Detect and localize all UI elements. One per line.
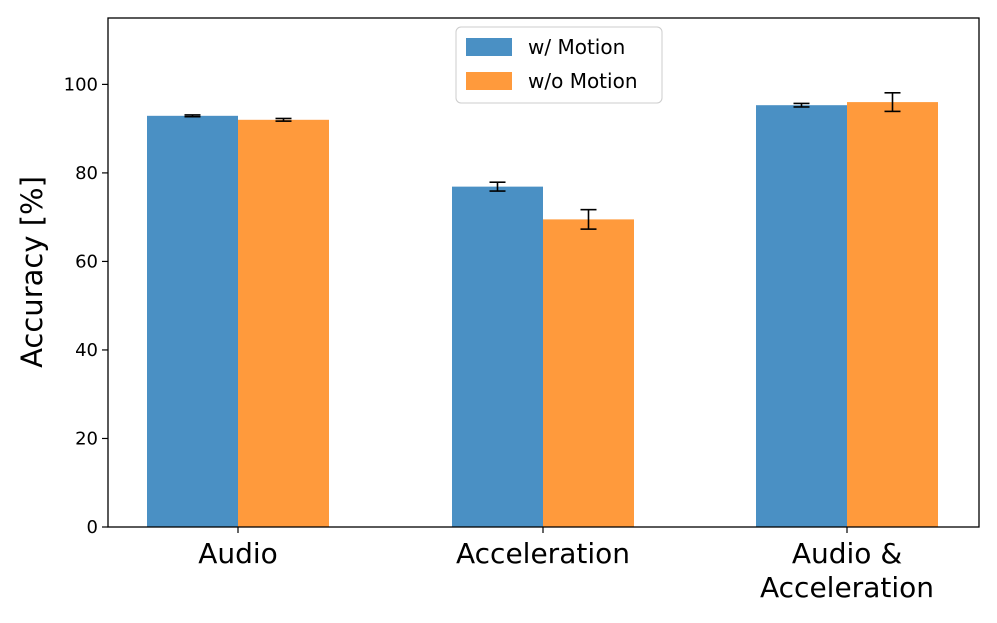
y-tick-label: 20 [75,428,98,449]
bar-without-motion-0 [238,119,329,528]
bar-with-motion-2 [756,105,847,528]
bars-layer [147,102,938,528]
legend: w/ Motion w/o Motion [455,26,663,104]
bar-with-motion-0 [147,115,238,527]
y-tick-label: 80 [75,163,98,184]
bar-without-motion-2 [847,102,938,528]
x-tick-label: Acceleration [456,537,630,570]
errorbars-layer [184,92,901,230]
bar-with-motion-1 [452,186,543,527]
y-tick-label: 40 [75,340,98,361]
legend-label: w/o Motion [528,69,638,93]
bar-without-motion-1 [543,219,634,527]
x-tick-label: Audio & Acceleration [760,537,934,604]
y-axis: 0 20 40 60 80 100 [64,74,108,538]
legend-swatch [466,38,512,56]
y-tick-label: 0 [87,517,98,538]
y-axis-title: Accuracy [%] [15,176,49,368]
x-axis: Audio Acceleration Audio & Acceleration [198,527,934,604]
x-tick-label: Audio [198,537,278,570]
legend-swatch [466,72,512,90]
y-tick-label: 60 [75,251,98,272]
y-tick-label: 100 [64,74,98,95]
legend-label: w/ Motion [528,35,625,59]
